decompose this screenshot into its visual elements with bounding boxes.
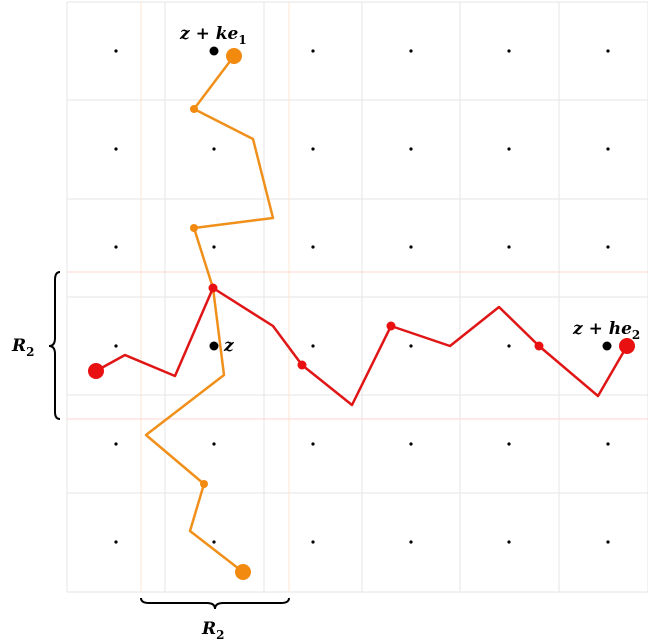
lattice-point <box>409 49 413 53</box>
point-z-plus-ke1 <box>209 46 219 56</box>
lattice-point <box>114 147 118 151</box>
point-z-plus-he2 <box>602 341 612 351</box>
grid <box>66 1 648 593</box>
red-nodes <box>208 283 544 370</box>
orange-node <box>190 105 198 113</box>
lattice-point <box>507 540 511 544</box>
lattice-point <box>212 147 216 151</box>
vertical-band <box>140 2 290 592</box>
lattice-point <box>507 344 511 348</box>
lattice-point <box>311 49 315 53</box>
lattice-point <box>409 245 413 249</box>
red-node <box>297 360 307 370</box>
red-node <box>208 283 218 293</box>
label-left-brace: R2 <box>11 336 35 359</box>
lattice-point <box>507 442 511 446</box>
lattice-point <box>114 442 118 446</box>
lattice-point <box>311 245 315 249</box>
lattice-point <box>114 344 118 348</box>
lattice-point <box>606 49 610 53</box>
lattice-point <box>212 540 216 544</box>
label-z-plus-ke1: z + ke1 <box>179 24 247 47</box>
lattice-point <box>606 442 610 446</box>
label-z: z <box>223 336 234 356</box>
lattice-point <box>311 344 315 348</box>
lattice-point <box>409 344 413 348</box>
lattice-point <box>409 540 413 544</box>
lattice-point <box>606 245 610 249</box>
lattice-points <box>114 49 610 544</box>
point-z <box>209 341 219 351</box>
red-node <box>386 321 396 331</box>
lattice-point <box>311 540 315 544</box>
lattice-point <box>311 442 315 446</box>
lattice-point <box>409 147 413 151</box>
lattice-point <box>114 540 118 544</box>
lattice-point <box>114 49 118 53</box>
lattice-point <box>212 245 216 249</box>
lattice-point <box>212 442 216 446</box>
red-endpoint-right <box>619 338 635 354</box>
orange-endpoint-bottom <box>235 564 251 580</box>
lattice-point <box>606 147 610 151</box>
orange-nodes <box>190 105 208 488</box>
orange-node <box>200 480 208 488</box>
lattice-point <box>409 442 413 446</box>
label-bottom-brace: R2 <box>201 619 225 642</box>
left-brace <box>48 271 61 420</box>
orange-node <box>190 224 198 232</box>
label-z-plus-he2: z + he2 <box>572 319 640 342</box>
lattice-point <box>507 49 511 53</box>
lattice-point <box>606 540 610 544</box>
horizontal-band <box>67 271 648 420</box>
lattice-point <box>507 245 511 249</box>
red-node <box>534 341 544 351</box>
orange-endpoint-top <box>226 48 242 64</box>
bottom-brace <box>140 597 290 610</box>
red-endpoint-left <box>88 363 104 379</box>
lattice-point <box>311 147 315 151</box>
lattice-point <box>507 147 511 151</box>
lattice-point <box>114 245 118 249</box>
